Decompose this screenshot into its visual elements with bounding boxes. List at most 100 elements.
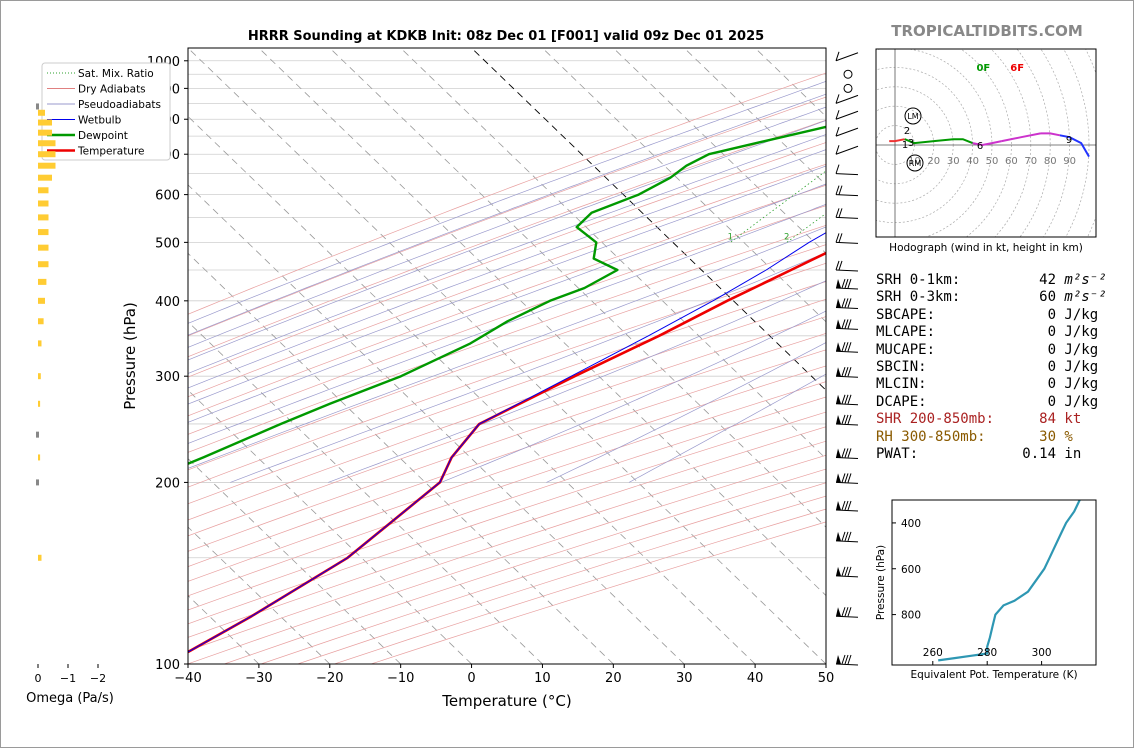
x-tick-label: 20: [605, 671, 622, 686]
stat-unit: J/kg: [1056, 341, 1099, 358]
barb-feather: [835, 51, 840, 61]
wind-barb: [835, 394, 859, 406]
stat-unit: J/kg: [1056, 306, 1099, 323]
theta-e-x-tick-label: 260: [923, 647, 943, 659]
stat-unit: J/kg: [1056, 359, 1099, 375]
hodo-trace: [972, 140, 1002, 147]
y-tick-label: 300: [155, 370, 180, 385]
barb-feather: [847, 531, 852, 542]
x-tick-label: 30: [676, 671, 693, 686]
stat-row: DCAPE: 0 J/kg: [876, 394, 1098, 412]
barb-shaft: [835, 241, 859, 244]
barb-shaft: [835, 509, 859, 512]
barb-feather: [841, 367, 846, 377]
wind-barb: [835, 319, 859, 330]
barb-flag: [836, 531, 841, 541]
barb-shaft: [835, 615, 859, 618]
barb-shaft: [835, 481, 859, 484]
stat-unit: J/kg: [1056, 376, 1099, 393]
barb-shaft: [835, 540, 859, 543]
x-tick-label: 50: [818, 671, 835, 686]
hodo-height-label: 3: [908, 138, 914, 149]
stat-value: 42: [1039, 272, 1056, 288]
hodo-trace: [1059, 134, 1090, 158]
stat-unit: kt: [1056, 411, 1082, 428]
stat-unit: %: [1056, 428, 1073, 445]
barb-feather: [847, 500, 852, 511]
theta-e-y-label: Pressure (hPa): [875, 545, 887, 620]
stat-unit: in: [1056, 446, 1082, 462]
dry-adiabat: [188, 119, 826, 358]
stat-row: SHR 200-850mb: 84 kt: [876, 411, 1081, 429]
stat-row: SRH 0-3km: 60 m²s⁻²: [876, 289, 1107, 307]
barb-feather: [847, 566, 852, 577]
hodo-ring-label: 10: [908, 156, 921, 167]
omega-bar: [38, 109, 45, 116]
stat-label: SBCAPE:: [876, 306, 936, 323]
isotherm-line: [188, 252, 614, 664]
chart-title: HRRR Sounding at KDKB Init: 08z Dec 01 […: [248, 29, 764, 44]
barb-flag: [836, 607, 841, 617]
barb-feather: [847, 473, 852, 483]
x-tick-label: 40: [747, 671, 764, 686]
wind-barb: [835, 500, 859, 512]
hodo-trace: [889, 138, 905, 143]
barb-feather: [844, 319, 849, 329]
skew-t-plot-area: 1 2 4 6 8 10 13 16 20 24 30 36: [188, 48, 826, 664]
barb-feather: [841, 278, 846, 289]
wind-barb: [835, 298, 859, 309]
barb-feather: [847, 394, 852, 404]
omega-bar-negative: [36, 431, 39, 438]
isotherm-line: [188, 389, 472, 664]
wind-barb: [835, 654, 859, 666]
omega-bar: [38, 187, 49, 194]
omega-bar: [38, 554, 42, 561]
theta-e-line: [938, 500, 1081, 662]
dry-adiabat: [188, 333, 826, 552]
barb-feather: [844, 473, 849, 483]
stat-unit: m²s⁻²: [1056, 272, 1107, 288]
dry-adiabat: [188, 349, 826, 567]
isotherm-line: [188, 458, 401, 664]
x-tick-label: −30: [245, 671, 272, 686]
barb-shaft: [835, 194, 859, 197]
hodo-height-label: 1: [902, 140, 908, 151]
barb-shaft: [835, 423, 859, 426]
y-tick-label: 400: [155, 295, 180, 310]
stat-value: 0: [1047, 324, 1056, 341]
barb-shaft: [835, 94, 859, 104]
barb-feather: [844, 448, 849, 458]
barb-shaft: [835, 127, 859, 137]
barb-shaft: [835, 375, 859, 378]
wind-barb: [843, 69, 853, 79]
left-mover-label: LM: [907, 112, 918, 121]
barb-flag: [836, 414, 841, 424]
barb-feather: [844, 654, 849, 665]
pseudoadiabat: [188, 134, 826, 374]
stat-label: SRH 0-1km:: [876, 272, 961, 288]
isotherm-line: [188, 321, 543, 664]
stat-value: 30: [1039, 428, 1056, 445]
barb-feather: [835, 233, 840, 243]
pseudoadiabat: [188, 80, 826, 324]
stat-row: SBCAPE: 0 J/kg: [876, 307, 1098, 325]
theta-e-y-tick-label: 800: [901, 610, 921, 622]
isotherm-line: [188, 526, 331, 664]
barb-flag: [836, 655, 841, 664]
barb-feather: [847, 448, 852, 458]
barb-feather: [838, 260, 843, 271]
wind-barb: [835, 51, 859, 62]
barb-feather: [844, 500, 849, 511]
barb-feather: [835, 208, 840, 218]
stat-label: SBCIN:: [876, 359, 927, 375]
barb-flag: [836, 501, 841, 511]
barb-feather: [847, 319, 852, 329]
omega-bar: [38, 297, 45, 304]
barb-feather: [847, 607, 852, 617]
barb-feather: [844, 394, 849, 404]
wind-barb: [835, 342, 859, 353]
omega-bar: [38, 244, 49, 251]
hodograph-caption: Hodograph (wind in kt, height in km): [889, 242, 1083, 254]
dry-adiabat: [188, 411, 826, 625]
hodo-ring-label: 60: [1005, 156, 1018, 167]
